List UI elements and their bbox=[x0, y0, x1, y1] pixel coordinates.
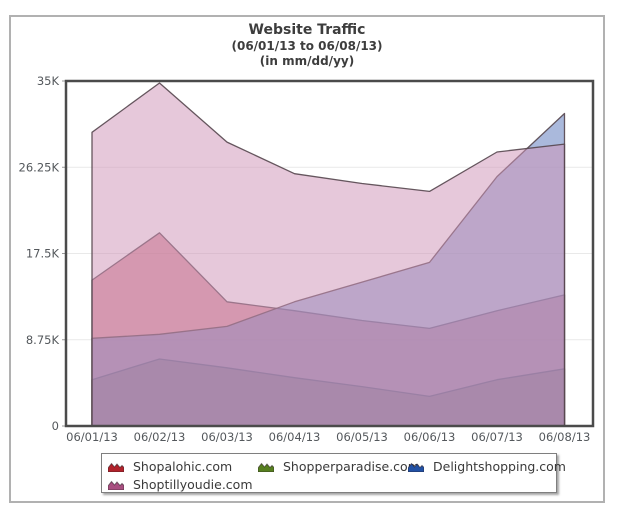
y-axis-label: 8.75K bbox=[26, 333, 60, 347]
plot-border bbox=[64, 79, 595, 428]
x-axis-label: 06/04/13 bbox=[269, 430, 321, 444]
y-axis-label: 0 bbox=[52, 419, 59, 433]
x-axis-label: 06/08/13 bbox=[539, 430, 591, 444]
x-axis-label: 06/01/13 bbox=[66, 430, 118, 444]
legend: Shopalohic.com Shopperparadise.com Delight… bbox=[101, 453, 566, 493]
x-axis-label: 06/07/13 bbox=[471, 430, 523, 444]
chart-header: Website Traffic (06/01/13 to 06/08/13) (… bbox=[9, 21, 605, 69]
x-axis-label: 06/02/13 bbox=[134, 430, 186, 444]
legend-item[interactable]: Shopperparadise.com bbox=[257, 458, 420, 474]
legend-label: Shopalohic.com bbox=[133, 458, 233, 474]
y-axis-label: 35K bbox=[37, 74, 60, 88]
x-axis-label: 06/03/13 bbox=[201, 430, 253, 444]
legend-area-icon bbox=[257, 461, 275, 472]
legend-item[interactable]: Delightshopping.com bbox=[407, 458, 566, 474]
legend-item[interactable]: Shoptillyoudie.com bbox=[107, 476, 253, 492]
x-axis-label: 06/06/13 bbox=[404, 430, 456, 444]
legend-area-icon bbox=[107, 479, 125, 490]
series-area[interactable] bbox=[91, 82, 566, 427]
chart-subtitle-format: (in mm/dd/yy) bbox=[259, 54, 355, 68]
y-axis-label: 17.5K bbox=[26, 247, 60, 261]
legend-label: Shopperparadise.com bbox=[283, 458, 420, 474]
y-axis-label: 26.25K bbox=[19, 160, 60, 174]
chart-subtitle-range: (06/01/13 to 06/08/13) bbox=[231, 39, 383, 53]
legend-area-icon bbox=[407, 461, 425, 472]
legend-item[interactable]: Shopalohic.com bbox=[107, 458, 233, 474]
x-axis-label: 06/05/13 bbox=[336, 430, 388, 444]
legend-label: Delightshopping.com bbox=[433, 458, 566, 474]
legend-label: Shoptillyoudie.com bbox=[133, 476, 253, 492]
chart-title: Website Traffic bbox=[248, 22, 366, 38]
legend-area-icon bbox=[107, 461, 125, 472]
